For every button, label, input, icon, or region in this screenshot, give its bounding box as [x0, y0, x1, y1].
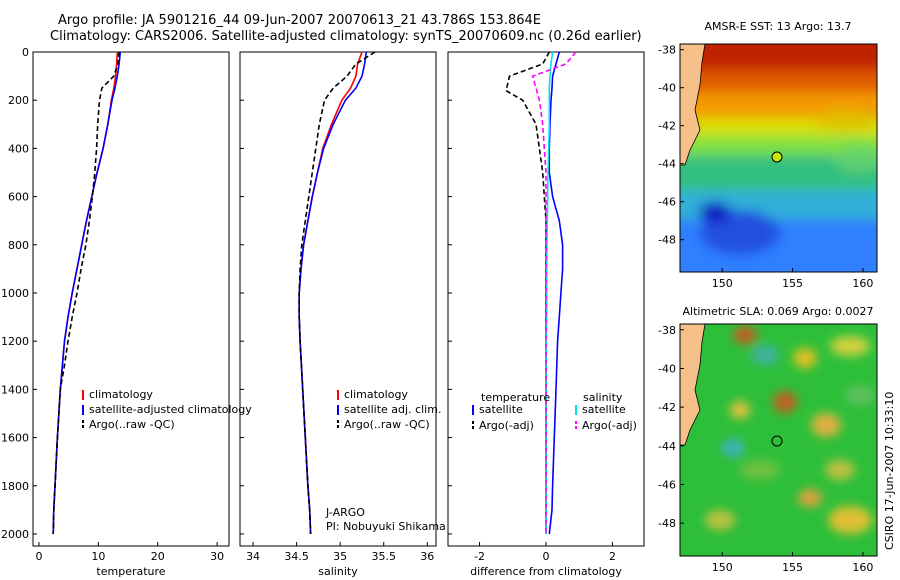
difference-legend-label: Argo(-adj) [479, 419, 534, 432]
sla-map-ytick-label: -44 [658, 440, 676, 453]
salinity-annotation-line-2: PI: Nobuyuki Shikama [326, 520, 446, 533]
sla-map-ytick-label: -42 [658, 401, 676, 414]
temperature-legend-label: Argo(..raw -QC) [89, 418, 175, 431]
depth-tick-label: 2000 [1, 528, 29, 541]
salinity-series-1 [298, 51, 368, 535]
sla-map-xtick-label: 160 [852, 561, 873, 574]
depth-tick-label: 400 [8, 142, 29, 155]
temperature-axes [32, 51, 230, 547]
sst-map-ytick-label: -48 [658, 234, 676, 247]
sst-map-ytick-label: -42 [658, 120, 676, 133]
sst-map-ytick-label: -44 [658, 158, 676, 171]
depth-tick-label: 600 [8, 191, 29, 204]
sst-map-xtick-label: 155 [782, 277, 803, 290]
salinity-axes [239, 51, 437, 547]
temperature-series-2 [52, 51, 120, 535]
difference-legend-label: satellite [479, 403, 523, 416]
temperature-legend-label: climatology [89, 388, 153, 401]
footer-credit: CSIRO 17-Jun-2007 10:33:10 [883, 392, 896, 550]
sst-map-image [680, 44, 877, 272]
figure-title-line-1: Argo profile: JA 5901216_44 09-Jun-2007 … [58, 13, 541, 28]
figure-title-line-2: Climatology: CARS2006. Satellite-adjuste… [50, 29, 642, 44]
salinity-legend-label: satellite adj. clim. [344, 403, 441, 416]
depth-tick-label: 1400 [1, 383, 29, 396]
difference-legend-label: satellite [582, 403, 626, 416]
sla-argo-marker [771, 435, 783, 447]
sla-map-xtick-label: 150 [712, 561, 733, 574]
difference-xtick-label: 0 [543, 550, 550, 563]
temperature-xtick-label: 20 [151, 550, 165, 563]
sla-map-axes [679, 323, 878, 557]
salinity-xtick-label: 34.5 [284, 550, 309, 563]
salinity-xtick-label: 36 [420, 550, 434, 563]
sst-argo-marker [771, 151, 783, 163]
temperature-xtick-label: 10 [91, 550, 105, 563]
sst-map-xtick-label: 150 [712, 277, 733, 290]
depth-tick-label: 1600 [1, 432, 29, 445]
depth-tick-label: 200 [8, 94, 29, 107]
depth-tick-label: 800 [8, 239, 29, 252]
temperature-xtick-label: 0 [35, 550, 42, 563]
temperature-xlabel: temperature [96, 565, 165, 578]
difference-series-2 [545, 51, 554, 534]
temperature-xtick-label: 30 [210, 550, 224, 563]
difference-legend-temperature-title: temperature [481, 391, 550, 404]
difference-legend-salinity-title: salinity [583, 391, 623, 404]
depth-tick-label: 1200 [1, 335, 29, 348]
difference-xlabel: difference from climatology [470, 565, 622, 578]
footer-credit-box: CSIRO 17-Jun-2007 10:33:10 [883, 392, 896, 550]
temperature-legend-label: satellite-adjusted climatology [89, 403, 252, 416]
sst-map-ytick-label: -38 [658, 44, 676, 57]
salinity-xtick-label: 34 [246, 550, 260, 563]
sla-map-ytick-label: -46 [658, 478, 676, 491]
sst-map-title: AMSR-E SST: 13 Argo: 13.7 [704, 20, 851, 33]
sla-map-image [680, 324, 877, 556]
sst-map-xtick-label: 160 [852, 277, 873, 290]
depth-tick-label: 1000 [1, 287, 29, 300]
salinity-xlabel: salinity [318, 565, 358, 578]
salinity-legend-label: Argo(..raw -QC) [344, 418, 430, 431]
difference-xtick-label: 2 [609, 550, 616, 563]
sla-map-xtick-label: 155 [782, 561, 803, 574]
sst-map-ytick-label: -40 [658, 82, 676, 95]
sla-map-ytick-label: -40 [658, 362, 676, 375]
salinity-legend-label: climatology [344, 388, 408, 401]
temperature-series-1 [52, 51, 122, 535]
salinity-xtick-label: 35 [333, 550, 347, 563]
depth-tick-label: 0 [22, 46, 29, 59]
sla-map-ytick-label: -38 [658, 324, 676, 337]
difference-series-3 [531, 51, 577, 534]
difference-xtick-label: -2 [474, 550, 485, 563]
salinity-xtick-label: 35.5 [371, 550, 396, 563]
sla-map-ytick-label: -48 [658, 517, 676, 530]
sla-map-title: Altimetric SLA: 0.069 Argo: 0.0027 [682, 305, 873, 318]
difference-legend-label: Argo(-adj) [582, 419, 637, 432]
sst-map-axes [679, 43, 878, 273]
salinity-annotation-line-1: J-ARGO [325, 506, 365, 519]
salinity-series-0 [298, 51, 363, 535]
sst-map-ytick-label: -46 [658, 196, 676, 209]
difference-series-0 [548, 51, 564, 535]
depth-tick-label: 1800 [1, 480, 29, 493]
salinity-series-2 [298, 51, 376, 535]
